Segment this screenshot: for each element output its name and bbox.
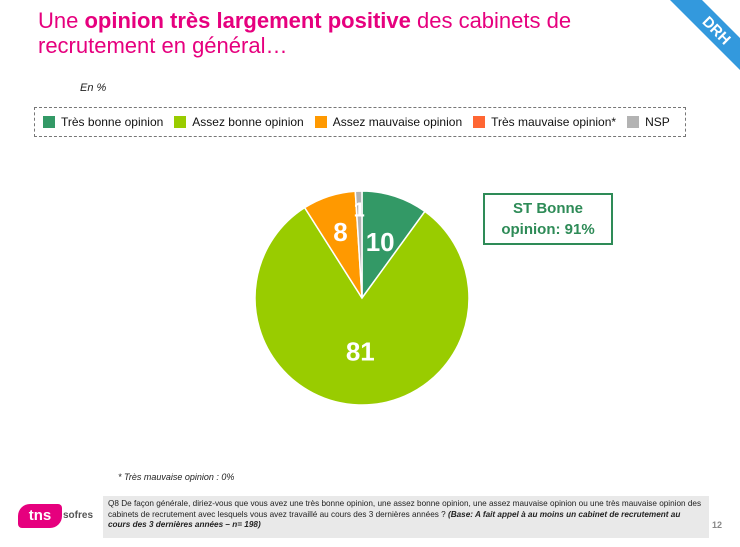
slice-label: 81 xyxy=(346,336,375,366)
title-part2: des cabinets de recrutement en général… xyxy=(38,8,572,58)
title-bold: opinion très largement positive xyxy=(84,8,411,33)
legend-swatch xyxy=(473,116,486,128)
legend-label: Très bonne opinion xyxy=(61,115,164,129)
unit-label: En % xyxy=(80,82,107,94)
legend-swatch xyxy=(314,116,327,128)
footnote: * Très mauvaise opinion : 0% xyxy=(118,472,235,482)
corner-ribbon: DRH xyxy=(640,0,740,100)
slice-label: 10 xyxy=(366,227,395,257)
legend-item: Très mauvaise opinion* xyxy=(473,115,616,129)
chart-legend: Très bonne opinion Assez bonne opinion Ass… xyxy=(34,107,686,137)
question-box: Q8 De façon générale, diriez-vous que vo… xyxy=(103,496,709,538)
subtotal-line2: opinion: 91% xyxy=(501,221,595,238)
slice-label: 8 xyxy=(333,217,347,247)
slice-label: 1 xyxy=(354,199,365,221)
pie-slice xyxy=(254,206,470,406)
legend-swatch xyxy=(174,116,187,128)
logo-sub: sofres xyxy=(63,510,94,521)
subtotal-line1: ST Bonne xyxy=(513,200,583,217)
subtotal-box: ST Bonne opinion: 91% xyxy=(483,193,613,245)
legend-swatch xyxy=(43,116,55,128)
legend-label: Assez bonne opinion xyxy=(192,115,304,129)
tns-sofres-logo: tns sofres xyxy=(18,496,98,536)
legend-label: NSP xyxy=(645,115,670,129)
title-part1: Une xyxy=(38,8,85,33)
legend-item: Assez bonne opinion xyxy=(174,115,304,129)
legend-label: Très mauvaise opinion* xyxy=(491,115,617,129)
pie-slice xyxy=(354,190,363,299)
legend-item: Assez mauvaise opinion xyxy=(314,115,463,129)
logo-mark: tns xyxy=(18,504,62,528)
legend-item: Très bonne opinion xyxy=(43,115,163,129)
question-text: Q8 De façon générale, diriez-vous que vo… xyxy=(108,499,702,519)
question-base: (Base: A fait appel à au moins un cabine… xyxy=(108,509,681,530)
page-number: 12 xyxy=(712,520,723,530)
legend-item: NSP xyxy=(627,115,670,129)
page-title: Une opinion très largement positive des … xyxy=(38,8,638,58)
legend-label: Assez mauvaise opinion xyxy=(332,115,463,129)
legend-swatch xyxy=(627,116,640,128)
